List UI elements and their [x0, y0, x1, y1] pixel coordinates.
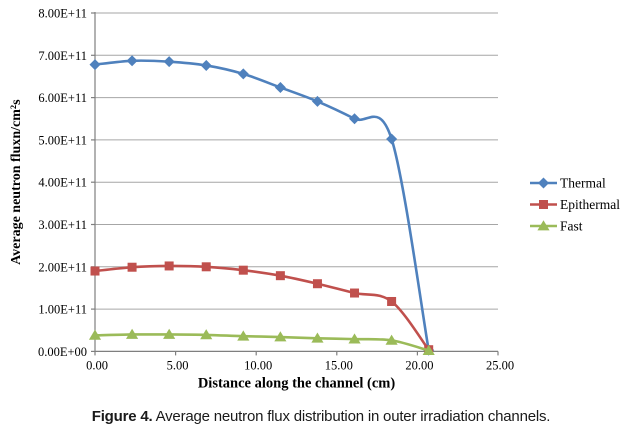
- thermal-marker: [89, 59, 101, 71]
- thermal-marker: [274, 81, 286, 93]
- y-tick-label: 6.00E+11: [38, 91, 87, 105]
- epithermal-marker: [201, 262, 211, 272]
- y-tick-label: 8.00E+11: [38, 7, 87, 21]
- y-axis-title: Average neutron fluxn/cm²s: [9, 99, 24, 265]
- chart-area: 0.00E+00 1.00E+11 2.00E+11 3.00E+11 4.00E+11…: [9, 7, 620, 392]
- fast-marker: [88, 329, 102, 340]
- epithermal-marker: [238, 265, 248, 275]
- thermal-legend-marker: [537, 177, 550, 189]
- epithermal-marker: [350, 288, 360, 298]
- y-tick-label: 4.00E+11: [38, 176, 87, 190]
- legend-label-epithermal: Epithermal: [560, 197, 620, 212]
- thermal-marker: [237, 68, 249, 80]
- fast-marker: [163, 328, 176, 339]
- thermal-marker: [126, 55, 138, 67]
- legend-item-thermal: Thermal: [530, 176, 606, 191]
- y-tick-label: 3.00E+11: [38, 218, 87, 232]
- fast-marker: [311, 332, 324, 343]
- epithermal-marker: [164, 261, 174, 271]
- epithermal-marker: [312, 279, 322, 289]
- x-tick-label: 10.00: [244, 358, 272, 372]
- x-tick-label: 25.00: [486, 358, 514, 372]
- neutron-flux-chart: 0.00E+00 1.00E+11 2.00E+11 3.00E+11 4.00E+11…: [9, 7, 620, 392]
- thermal-line: [93, 59, 430, 352]
- y-tick-label: 7.00E+11: [38, 49, 87, 63]
- y-tick-label: 1.00E+11: [38, 303, 87, 317]
- legend-label-fast: Fast: [560, 219, 583, 234]
- epithermal-marker: [127, 262, 137, 272]
- figure-caption: Figure 4. Average neutron flux distribut…: [0, 408, 642, 425]
- fast-marker: [385, 334, 398, 345]
- x-axis-title: Distance along the channel (cm): [198, 375, 396, 391]
- caption-text: Average neutron flux distribution in out…: [152, 408, 551, 425]
- epithermal-line: [93, 264, 430, 352]
- fast-marker: [348, 333, 361, 344]
- thermal-marker: [349, 113, 361, 125]
- caption-label: Figure 4.: [91, 408, 153, 425]
- fast-marker: [200, 329, 213, 340]
- thermal-marker: [386, 133, 398, 145]
- fast-line: [93, 333, 430, 352]
- x-tick-label: 5.00: [167, 358, 189, 372]
- series-fast: [88, 328, 435, 355]
- thermal-marker: [200, 59, 212, 71]
- epithermal-marker: [387, 296, 397, 306]
- fast-marker: [422, 344, 435, 355]
- x-tick-label: 0.00: [86, 358, 108, 372]
- epithermal-legend-marker: [539, 200, 548, 209]
- thermal-marker: [311, 95, 323, 107]
- y-tick-label: 2.00E+11: [38, 260, 87, 274]
- x-tick-label: 15.00: [325, 358, 353, 372]
- y-tick-label: 5.00E+11: [38, 133, 87, 147]
- y-tick-label: 0.00E+00: [38, 345, 87, 359]
- fast-marker: [274, 331, 287, 342]
- legend: Thermal Epithermal Fast: [530, 176, 620, 234]
- legend-item-epithermal: Epithermal: [530, 197, 620, 212]
- epithermal-marker: [275, 271, 285, 281]
- legend-item-fast: Fast: [530, 219, 583, 234]
- epithermal-marker: [90, 266, 100, 276]
- fast-marker: [125, 328, 139, 339]
- fast-marker: [237, 330, 250, 341]
- legend-label-thermal: Thermal: [560, 176, 606, 191]
- series-thermal: [89, 55, 435, 356]
- x-tick-label: 20.00: [405, 358, 433, 372]
- thermal-marker: [163, 56, 175, 68]
- fast-legend-marker: [537, 220, 550, 231]
